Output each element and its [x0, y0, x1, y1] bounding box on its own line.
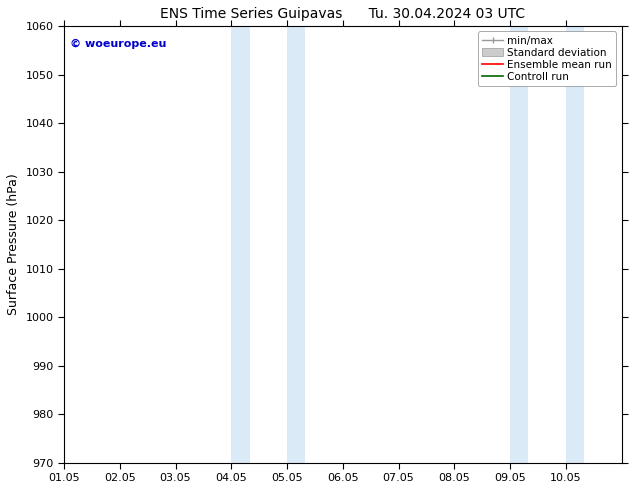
- Bar: [510, 26, 528, 463]
- Legend: min/max, Standard deviation, Ensemble mean run, Controll run: min/max, Standard deviation, Ensemble me…: [478, 31, 616, 86]
- Text: © woeurope.eu: © woeurope.eu: [70, 39, 166, 49]
- Title: ENS Time Series Guipavas      Tu. 30.04.2024 03 UTC: ENS Time Series Guipavas Tu. 30.04.2024 …: [160, 7, 526, 21]
- Y-axis label: Surface Pressure (hPa): Surface Pressure (hPa): [7, 173, 20, 316]
- Bar: [287, 26, 306, 463]
- Bar: [231, 26, 250, 463]
- Bar: [566, 26, 584, 463]
